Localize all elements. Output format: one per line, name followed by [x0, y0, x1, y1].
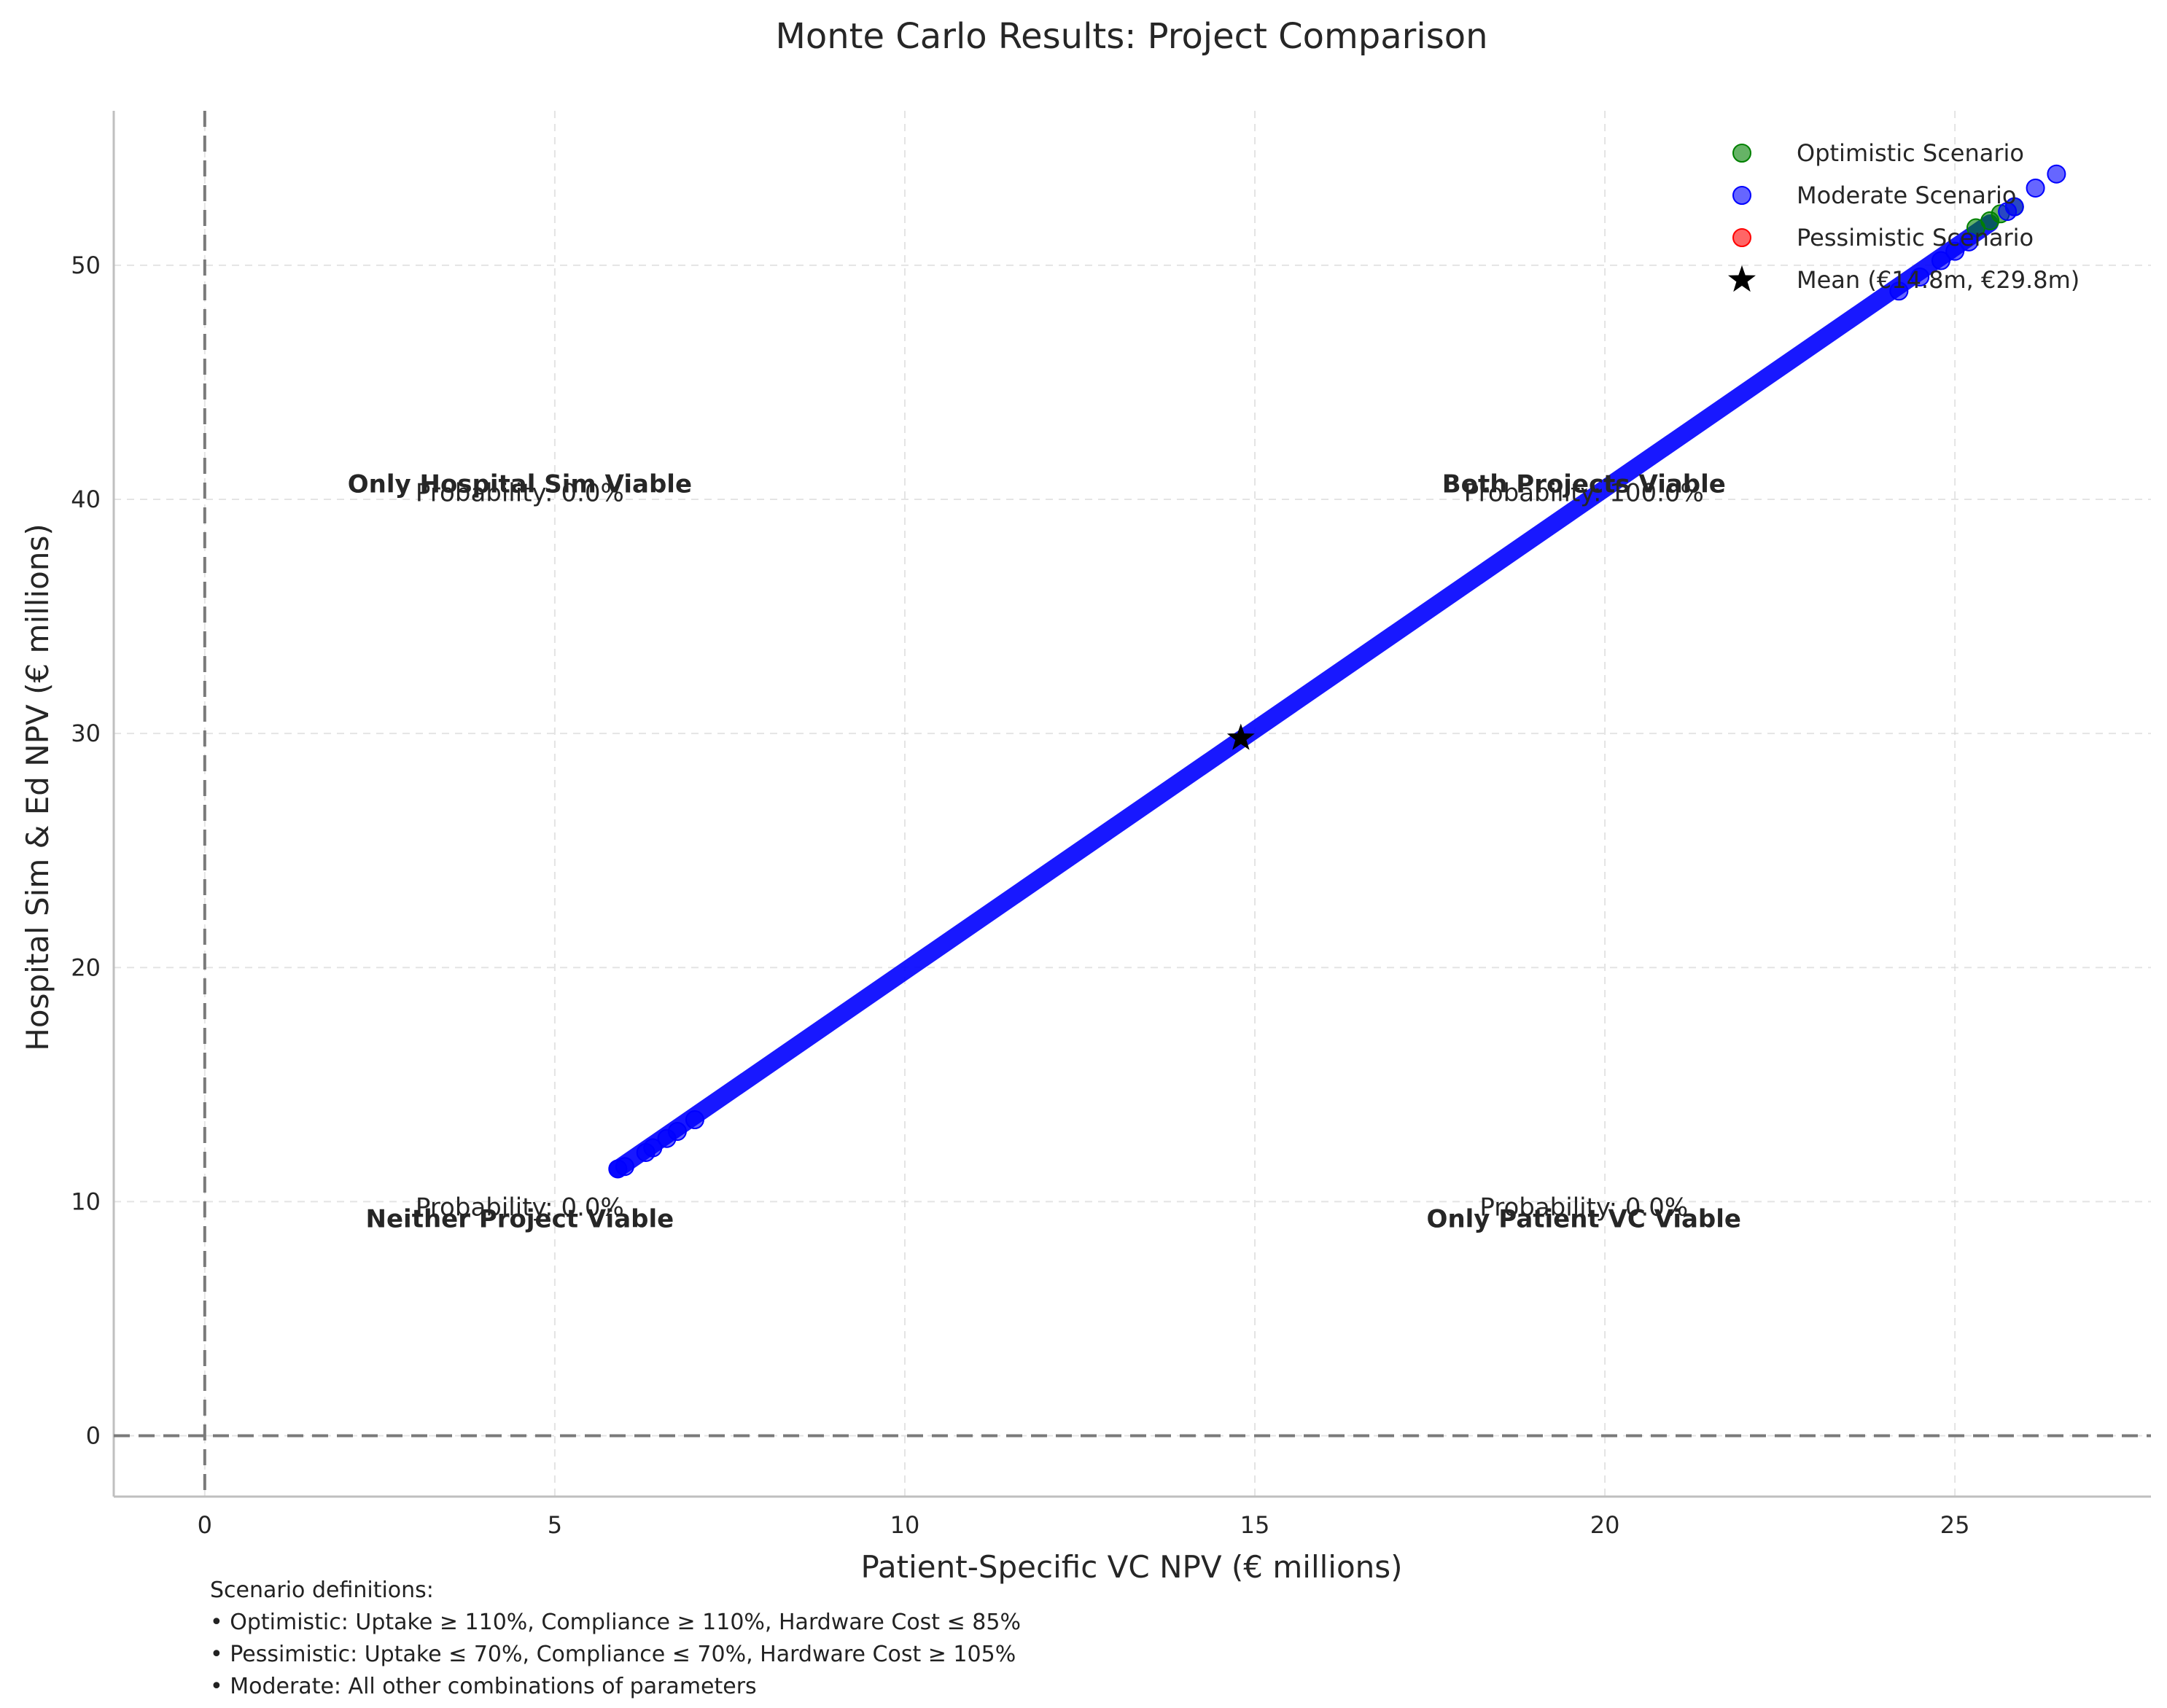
moderate-scenario-point	[1945, 241, 1965, 261]
moderate-scenario-point	[1910, 267, 1930, 286]
y-tick-label: 10	[71, 1188, 101, 1215]
mean-star-marker	[1226, 723, 1255, 750]
y-axis-label: Hospital Sim & Ed NPV (€ millions)	[20, 523, 55, 1050]
footnote-heading: Scenario definitions:	[210, 1578, 434, 1603]
moderate-scenario-band	[609, 214, 1999, 1178]
y-tick-label: 50	[71, 251, 101, 279]
moderate-scenario-point	[1889, 281, 1909, 301]
moderate-scenario-point	[643, 1138, 663, 1158]
quadrant-probability: Probability: 0.0%	[416, 1193, 624, 1222]
quadrant-title: Only Hospital Sim Viable	[348, 469, 692, 499]
legend-label: Pessimistic Scenario	[1797, 224, 2034, 251]
quadrant-title: Only Patient VC Viable	[1427, 1205, 1741, 1234]
x-tick-label: 5	[548, 1511, 562, 1539]
y-tick-label: 0	[86, 1422, 101, 1450]
moderate-band	[609, 214, 1999, 1178]
footnote-line: • Moderate: All other combinations of pa…	[210, 1674, 757, 1699]
x-tick-label: 0	[198, 1511, 212, 1539]
moderate-scenario-point	[2047, 164, 2066, 184]
moderate-scenario-point	[615, 1157, 634, 1177]
moderate-scenario-point	[667, 1122, 687, 1142]
data-points	[608, 164, 2066, 1179]
moderate-scenario-point	[1959, 232, 1979, 251]
legend-star-marker	[1728, 265, 1756, 292]
legend-label: Moderate Scenario	[1797, 182, 2016, 209]
moderate-scenario-point	[2004, 197, 2024, 217]
quadrant-probability: Probability: 0.0%	[1479, 1193, 1688, 1222]
legend-label: Mean (€14.8m, €29.8m)	[1797, 266, 2080, 294]
quadrant-title: Both Projects Viable	[1442, 469, 1726, 499]
y-tick-label: 30	[71, 720, 101, 747]
legend-marker	[1732, 186, 1751, 205]
y-tick-label: 20	[71, 954, 101, 981]
moderate-scenario-point	[2026, 178, 2045, 198]
legend-label: Optimistic Scenario	[1797, 139, 2024, 167]
quadrant-title: Neither Project Viable	[366, 1205, 674, 1234]
footnote-line: • Pessimistic: Uptake ≤ 70%, Compliance …	[210, 1642, 1016, 1667]
x-tick-label: 10	[890, 1511, 920, 1539]
x-tick-label: 20	[1590, 1511, 1620, 1539]
legend: Optimistic Scenario Moderate Scenario Pess…	[1728, 139, 2080, 294]
legend-marker	[1732, 144, 1751, 163]
moderate-scenario-point	[685, 1110, 704, 1130]
moderate-scenario-point	[1931, 251, 1950, 270]
x-axis-label: Patient-Specific VC NPV (€ millions)	[860, 1549, 1402, 1585]
quadrant-probability: Probability: 0.0%	[416, 478, 624, 507]
legend-marker	[1732, 228, 1751, 247]
scenario-definitions: Scenario definitions: • Optimistic: Upta…	[210, 1575, 1021, 1703]
x-tick-label: 15	[1240, 1511, 1270, 1539]
chart-title: Monte Carlo Results: Project Comparison	[775, 16, 1487, 57]
x-tick-label: 25	[1940, 1511, 1970, 1539]
axes: 0 5 10 15 20 25 0 10 20 30 40 50	[71, 111, 2151, 1539]
footnote-line: • Optimistic: Uptake ≥ 110%, Compliance …	[210, 1610, 1021, 1635]
y-tick-label: 40	[71, 486, 101, 513]
quadrant-probability: Probability: 100.0%	[1464, 478, 1704, 507]
reference-lines	[114, 111, 2151, 1497]
